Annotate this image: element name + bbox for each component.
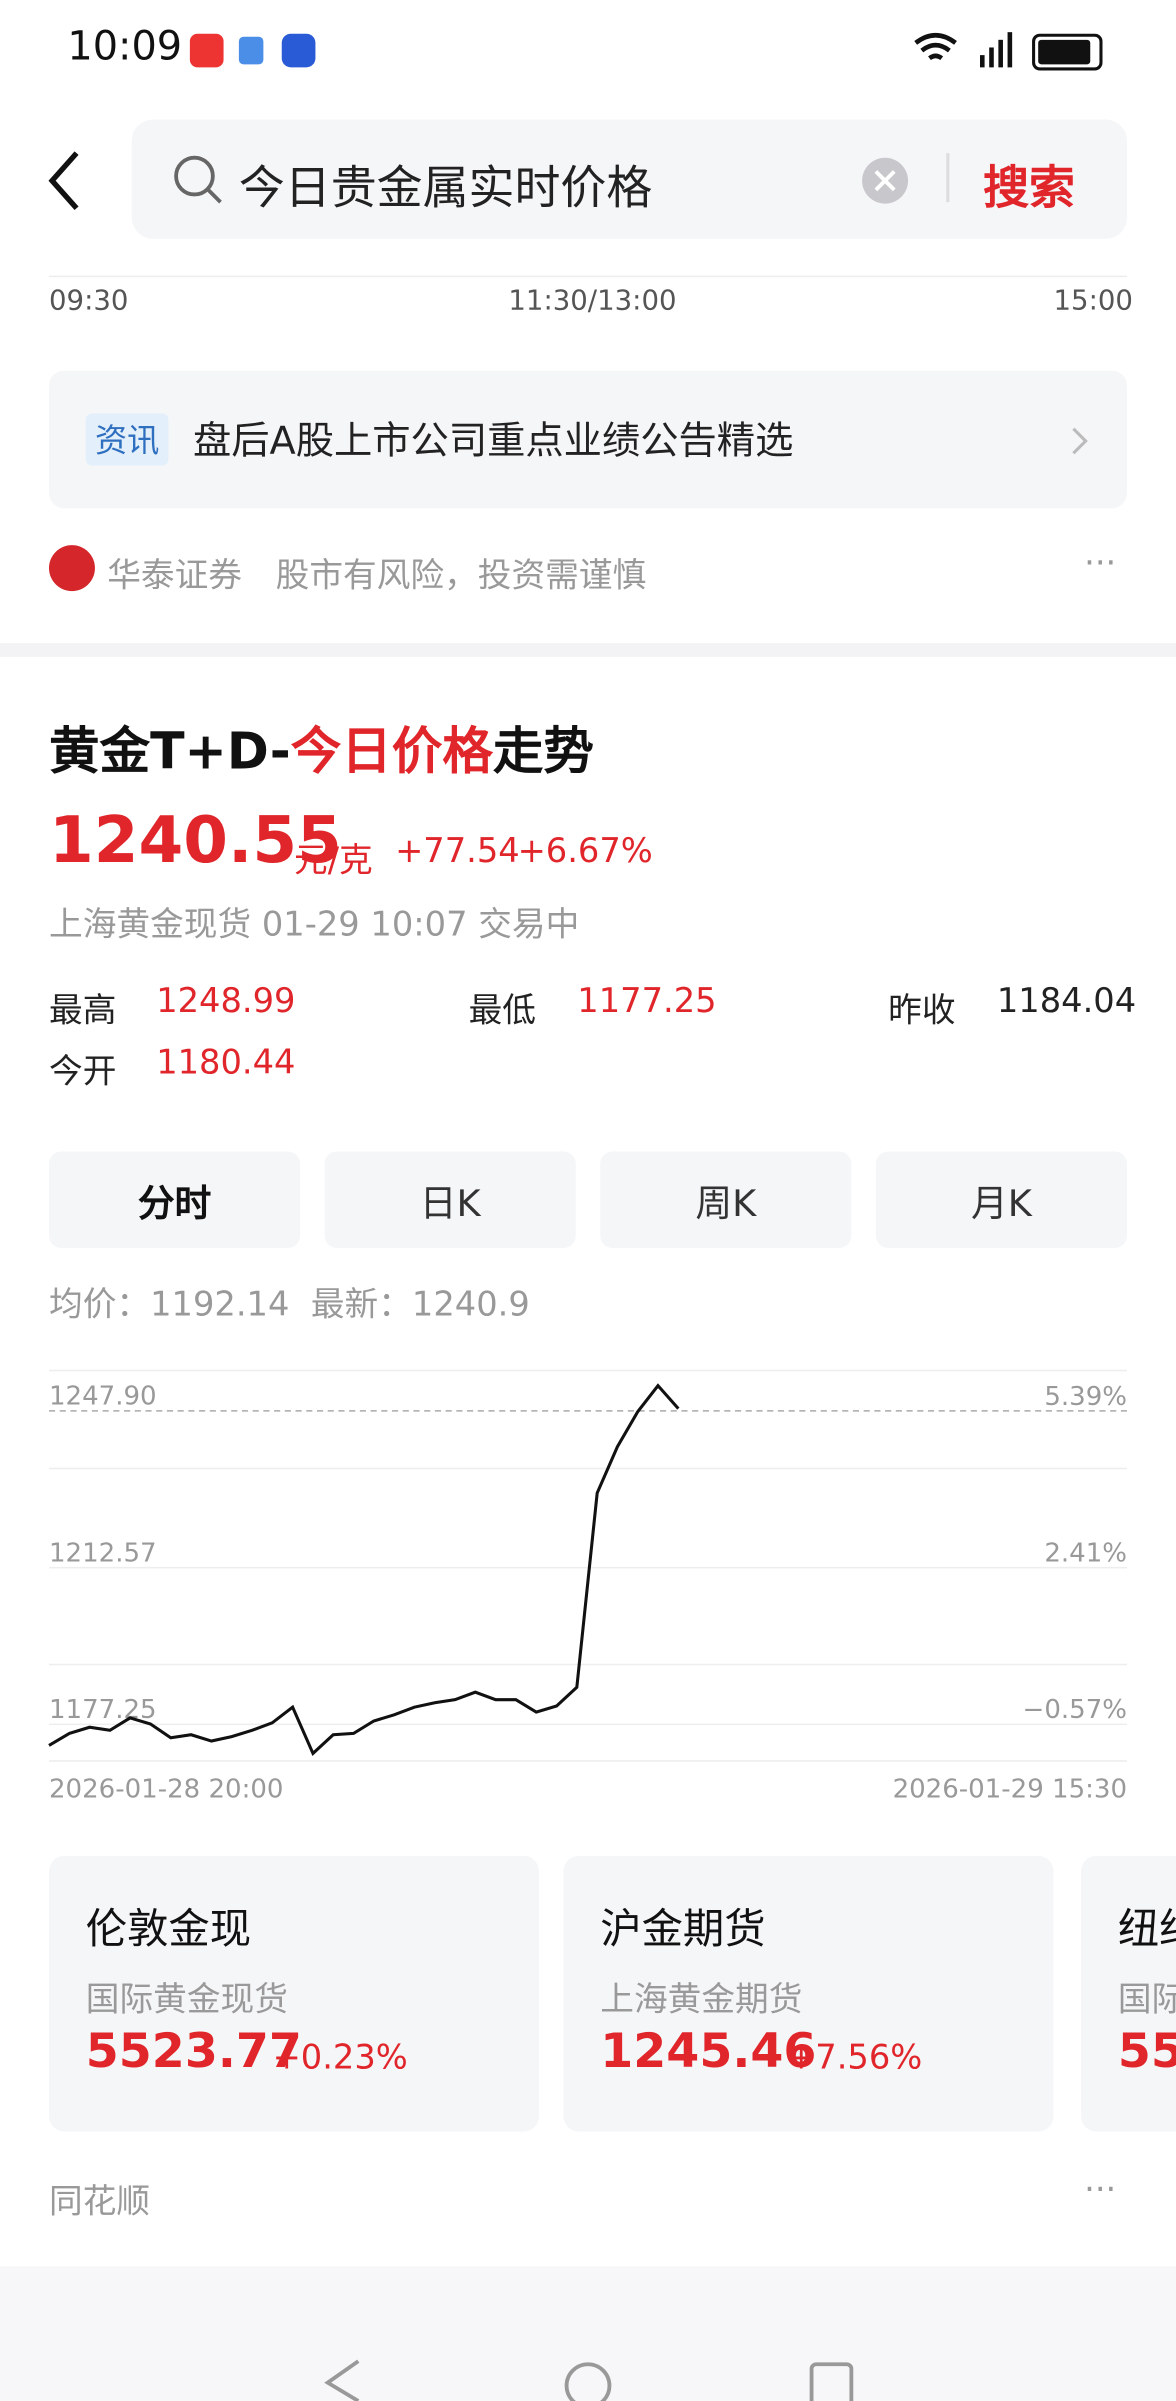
chevron: [1072, 427, 1088, 455]
related-card[interactable]: [563, 1855, 1054, 2132]
related-name: 纽约: [1117, 1906, 1176, 1954]
grid-line: [49, 275, 1127, 278]
search-query[interactable]: 今日贵金属实时价格: [238, 162, 653, 216]
related-card[interactable]: [1081, 1855, 1176, 2132]
x-label: 11:30/13:00: [508, 284, 677, 317]
app-icon: [281, 33, 316, 68]
nav-bar: [0, 2266, 1176, 2401]
app-icon: [238, 36, 264, 65]
news-tag: 资讯: [85, 413, 169, 466]
stat-value: 1177.25: [577, 983, 717, 1022]
tab[interactable]: 周K: [600, 1151, 852, 1248]
related-price: 5523.77: [85, 2024, 302, 2080]
stat-label: 昨收: [888, 992, 956, 1031]
y-tick-label: 1212.57: [49, 1538, 157, 1568]
tab[interactable]: 日K: [324, 1151, 576, 1248]
avg-line: 均价：1192.14 最新：1240.9: [49, 1277, 530, 1326]
related-price: 55: [1117, 2024, 1176, 2080]
stat-label: 最低: [468, 992, 536, 1031]
news-item[interactable]: [49, 370, 1127, 509]
stat-label: 今开: [49, 1053, 117, 1092]
status-time: 10:09: [67, 24, 183, 71]
last-value: 1240.9: [411, 1286, 530, 1325]
stat-label: 最高: [49, 992, 117, 1031]
change: +77.54: [395, 833, 520, 872]
price-line: [48, 1383, 680, 1757]
battery: [1032, 33, 1103, 71]
title-part: 今日价格: [290, 721, 493, 781]
y-tick-label: 1247.90: [49, 1382, 157, 1412]
x-label: 09:30: [49, 284, 129, 317]
source-name[interactable]: 华泰证券: [107, 557, 242, 596]
related-sub: 国际黄金现货: [85, 1981, 288, 2020]
title-part: 黄金T+D-: [49, 721, 291, 781]
source-logo: [49, 545, 95, 592]
app-icon: [189, 33, 224, 68]
related-card[interactable]: [49, 1855, 539, 2132]
stat-value: 1180.44: [156, 1044, 296, 1083]
meta: 上海黄金现货 01-29 10:07 交易中: [49, 906, 580, 945]
source-note: 股市有风险，投资需谨慎: [275, 557, 647, 596]
related-sub: 国际: [1117, 1981, 1176, 2020]
y2-tick-label: 5.39%: [1044, 1382, 1127, 1412]
last-label: 最新：: [310, 1286, 412, 1325]
x-label: 15:00: [1053, 284, 1133, 317]
change-pct: +6.67%: [517, 833, 653, 872]
related-change: +0.23%: [272, 2039, 408, 2078]
y2-tick-label: −0.57%: [1023, 1695, 1127, 1725]
title-part: 走势: [492, 721, 594, 781]
divider: [946, 153, 950, 203]
x-tick-label: 2026-01-29 15:30: [893, 1775, 1127, 1805]
tab[interactable]: 月K: [875, 1151, 1127, 1248]
card-title: 黄金T+D-今日价格走势: [49, 711, 594, 785]
y2-tick-label: 2.41%: [1044, 1538, 1127, 1568]
search-box[interactable]: [131, 119, 1127, 239]
separator: [0, 643, 1176, 657]
source-name[interactable]: 同花顺: [49, 2183, 151, 2222]
stat-value: 1184.04: [996, 983, 1137, 1022]
unit: 元/克: [294, 842, 373, 881]
stat-value: 1248.99: [156, 983, 296, 1022]
related-name: 伦敦金现: [85, 1906, 252, 1954]
related-price: 1245.46: [600, 2024, 817, 2080]
avg-label: 均价：: [49, 1286, 151, 1325]
back-button[interactable]: [43, 147, 89, 214]
related-sub: 上海黄金期货: [600, 1981, 803, 2020]
intraday-chart: 1247.901212.571177.255.39%2.41%−0.57%202…: [48, 1369, 1127, 1805]
clear-button[interactable]: [861, 156, 910, 205]
related-change: +7.56%: [787, 2039, 923, 2078]
avg-value: 1192.14: [150, 1286, 290, 1325]
signal-icons: [914, 32, 1013, 68]
search-icon: [174, 155, 222, 204]
related-name: 沪金期货: [600, 1906, 766, 1954]
tab[interactable]: 分时: [49, 1151, 301, 1248]
search-button[interactable]: 搜索: [983, 162, 1075, 216]
nav-buttons[interactable]: [306, 2352, 888, 2401]
more-button[interactable]: ···: [1084, 545, 1117, 584]
news-title[interactable]: 盘后A股上市公司重点业绩公告精选: [192, 418, 794, 463]
x-tick-label: 2026-01-28 20:00: [49, 1775, 283, 1805]
price: 1240.55: [49, 802, 342, 878]
more-button[interactable]: ···: [1084, 2171, 1117, 2210]
